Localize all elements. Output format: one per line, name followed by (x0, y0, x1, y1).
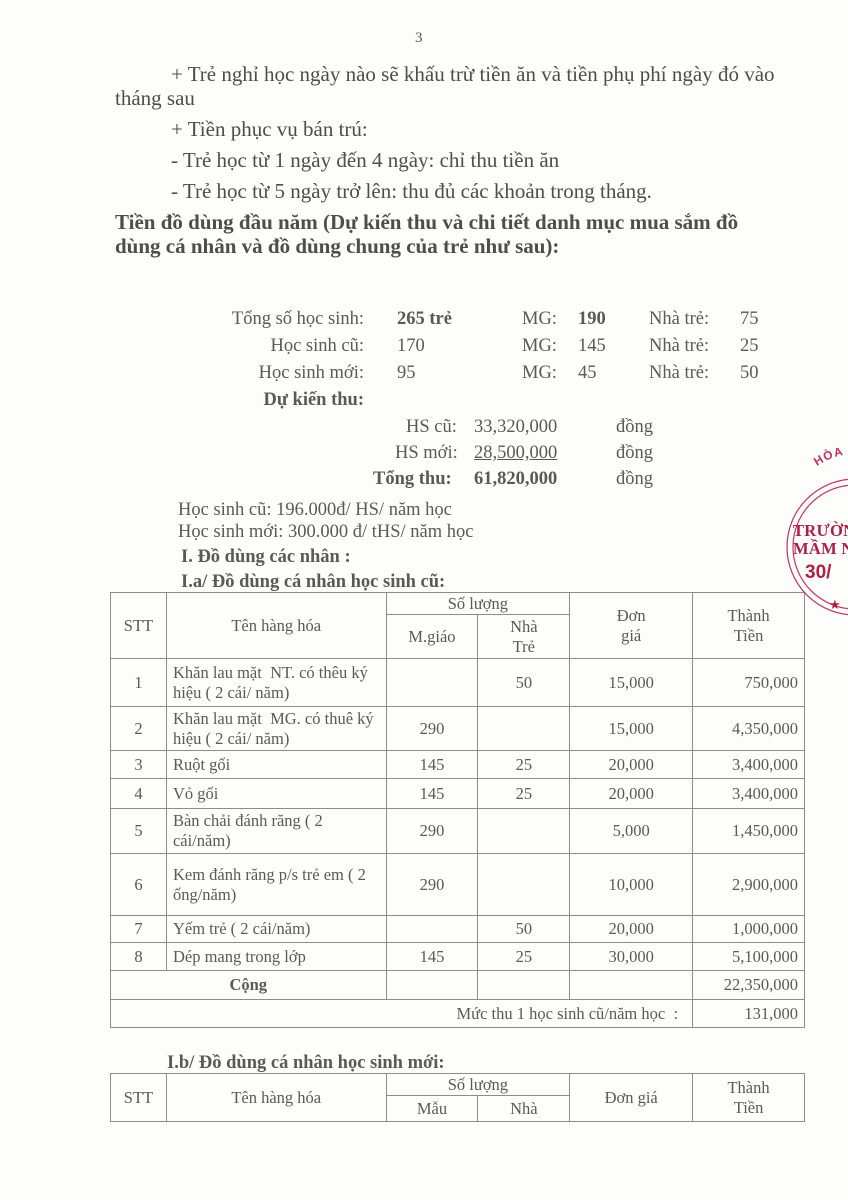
svg-text:TRƯỜNG: TRƯỜNG (793, 521, 848, 540)
svg-text:★: ★ (829, 597, 841, 612)
svg-text:HÒA CHÂU: HÒA CHÂU (811, 443, 848, 469)
svg-text:MẦM NON: MẦM NON (793, 539, 848, 558)
svg-text:30/: 30/ (805, 562, 832, 583)
